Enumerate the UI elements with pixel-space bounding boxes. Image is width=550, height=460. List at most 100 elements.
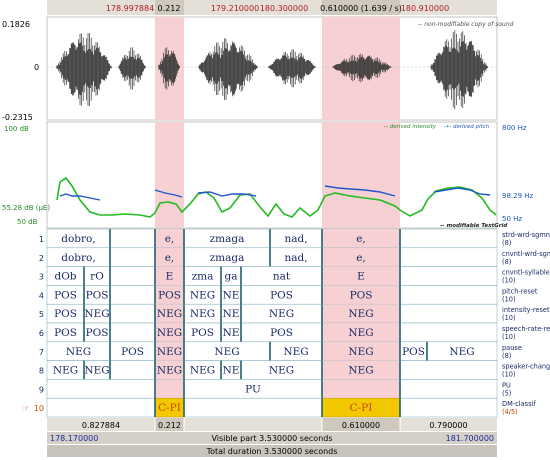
tier-interval-label[interactable]: NEG xyxy=(66,346,91,358)
tier-name[interactable]: DM-classif xyxy=(502,400,536,408)
tier-name[interactable]: speaker-chang xyxy=(502,363,550,371)
tier-interval-label[interactable]: NEG xyxy=(157,327,182,339)
tier-number[interactable]: 7 xyxy=(39,348,44,357)
tier-number[interactable]: 5 xyxy=(39,310,44,319)
tier-interval-label[interactable]: E xyxy=(357,271,365,283)
interval-duration[interactable]: 0.212 xyxy=(158,421,181,430)
tier-interval-label[interactable]: E xyxy=(166,271,174,283)
visible-part-label[interactable]: Visible part 3.530000 seconds xyxy=(211,434,332,443)
tier-number[interactable]: 3 xyxy=(39,273,44,282)
tier-interval-label[interactable]: NEG xyxy=(283,346,308,358)
tier-interval-label[interactable]: POS xyxy=(158,289,181,301)
tier-interval-label[interactable]: NEG xyxy=(157,365,182,377)
top-selection-cell-2[interactable] xyxy=(322,0,400,15)
tier-name[interactable]: cnvntl-syllables xyxy=(502,269,550,277)
interval-duration[interactable]: 0.790000 xyxy=(429,421,467,430)
tier-interval-label[interactable]: rO xyxy=(90,271,104,283)
tier-interval-label[interactable]: nad, xyxy=(284,233,307,245)
tier-interval-label[interactable]: NE xyxy=(223,327,240,339)
tier-interval-label[interactable]: NE xyxy=(223,308,240,320)
tier-count: (4/5) xyxy=(502,408,518,416)
tier-row[interactable]: NEG NEG NEG NEG NE NEG NEG 8 speaker-chang(10) xyxy=(39,360,550,380)
tier-number[interactable]: 6 xyxy=(39,329,44,338)
tier-row[interactable]: PU9 PU(5) xyxy=(39,379,511,399)
tier-interval-label[interactable]: zmaga xyxy=(210,233,245,245)
top-selection-cell[interactable] xyxy=(155,0,184,15)
tier-number[interactable]: 1 xyxy=(39,235,44,244)
tier-row[interactable]: dobro, e, zmaga nad, e, 2 cnvntl-wrd-sgm(8) xyxy=(39,247,550,267)
tier-interval-label[interactable]: NEG xyxy=(449,346,474,358)
tier-name[interactable]: PU xyxy=(502,381,511,389)
analysis-panel[interactable] xyxy=(46,121,498,229)
tier-interval-label[interactable]: NEG xyxy=(157,308,182,320)
interval-duration[interactable]: 0.610000 xyxy=(342,421,380,430)
tier-interval-label[interactable]: NE xyxy=(223,289,240,301)
tier-interval-label[interactable]: POS xyxy=(54,308,77,320)
tier-interval-label[interactable]: POS xyxy=(270,327,293,339)
tier-interval-label[interactable]: NEG xyxy=(269,308,294,320)
tier-name[interactable]: cnvntl-wrd-sgm xyxy=(502,250,550,258)
textgrid-tiers[interactable]: dobro, e, zmaga nad, e,1 strd-wrd-sgmnt(8)dob… xyxy=(22,228,550,418)
tier-row[interactable]: POS POS NEG POS NE POS NEG 6 speech-rate-re(10) xyxy=(39,322,550,343)
visible-start-time[interactable]: 178.170000 xyxy=(50,434,98,443)
tier-interval-label[interactable]: NEG xyxy=(53,365,78,377)
tier-interval-label[interactable]: dOb xyxy=(54,271,76,283)
tier-interval-label[interactable]: NEG xyxy=(157,346,182,358)
tier-interval-label[interactable]: NEG xyxy=(348,308,373,320)
tier-row[interactable]: C-PI C-PI 10 ☞ DM-classif(4/5) xyxy=(22,397,536,418)
tier-interval-label[interactable]: zmaga xyxy=(210,252,245,264)
tier-interval-label[interactable]: POS xyxy=(86,327,109,339)
tier-name[interactable]: speech-rate-re xyxy=(502,325,550,333)
tier-interval-label[interactable]: NEG xyxy=(190,365,215,377)
tier-interval-label[interactable]: POS xyxy=(191,327,214,339)
tier-interval-label[interactable]: NEG xyxy=(190,289,215,301)
tier-interval-label[interactable]: dobro, xyxy=(61,233,95,245)
tier-interval-label[interactable]: nad, xyxy=(284,252,307,264)
tier-interval-label[interactable]: POS xyxy=(54,289,77,301)
interval-duration[interactable]: 0.827884 xyxy=(82,421,120,430)
tier-interval-label[interactable]: e, xyxy=(356,252,366,264)
tier-interval-label[interactable]: POS xyxy=(86,289,109,301)
total-duration-label[interactable]: Total duration 3.530000 seconds xyxy=(206,447,338,456)
tier-number[interactable]: 4 xyxy=(39,291,44,300)
tier-interval-label[interactable]: e, xyxy=(165,233,175,245)
tier-number[interactable]: 10 xyxy=(34,404,44,413)
tier-name[interactable]: pause xyxy=(502,344,522,352)
tier-interval-label[interactable]: zma xyxy=(192,271,214,283)
tier-interval-label[interactable]: dobro, xyxy=(61,252,95,264)
tier-row[interactable]: POS POS POS NEG NE POS POS 4 pitch-reset(10) xyxy=(39,285,538,305)
tier-interval-label[interactable]: POS xyxy=(402,346,425,358)
tier-row[interactable]: POS NEG NEG NEG NE NEG NEG 5 intensity-reset(10) xyxy=(39,303,550,324)
tier-interval-label[interactable]: NEG xyxy=(348,346,373,358)
tier-interval-label[interactable]: NEG xyxy=(84,308,109,320)
tier-row[interactable]: NEG POS NEG NEG NEG NEG POS NEG 7 pause(8) xyxy=(39,341,522,361)
tier-interval-label[interactable]: e, xyxy=(165,252,175,264)
tier-interval-label[interactable]: POS xyxy=(270,289,293,301)
visible-end-time[interactable]: 181.700000 xyxy=(446,434,494,443)
tier-interval-label[interactable]: NEG xyxy=(214,346,239,358)
tier-interval-label[interactable]: NEG xyxy=(348,365,373,377)
tier-interval-label[interactable]: ga xyxy=(225,271,238,283)
tier-interval-label[interactable]: POS xyxy=(121,346,144,358)
tier-number[interactable]: 2 xyxy=(39,254,44,263)
tier-interval-label[interactable]: NE xyxy=(223,365,240,377)
tier-interval-label[interactable]: nat xyxy=(273,271,291,283)
tier-interval-label[interactable]: C-PI xyxy=(350,402,373,414)
tier-interval-label[interactable]: C-PI xyxy=(158,402,181,414)
tier-interval-label[interactable]: PU xyxy=(245,383,261,395)
tier-interval-label[interactable]: NEG xyxy=(190,308,215,320)
tier-interval-label[interactable]: e, xyxy=(356,233,366,245)
tier-interval-label[interactable]: POS xyxy=(350,289,373,301)
tier-name[interactable]: strd-wrd-sgmnt xyxy=(502,231,550,239)
tier-name[interactable]: intensity-reset xyxy=(502,306,550,314)
tier-name[interactable]: pitch-reset xyxy=(502,287,538,295)
tier-number[interactable]: 9 xyxy=(39,385,44,394)
tier-interval-label[interactable]: NEG xyxy=(84,365,109,377)
tier-interval-label[interactable]: NEG xyxy=(348,327,373,339)
tier-row[interactable]: dobro, e, zmaga nad, e, 1 strd-wrd-sgmnt(8) xyxy=(39,228,550,249)
tier-number[interactable]: 8 xyxy=(39,367,44,376)
tier-interval-label[interactable]: POS xyxy=(54,327,77,339)
tier-interval-label[interactable]: NEG xyxy=(269,365,294,377)
